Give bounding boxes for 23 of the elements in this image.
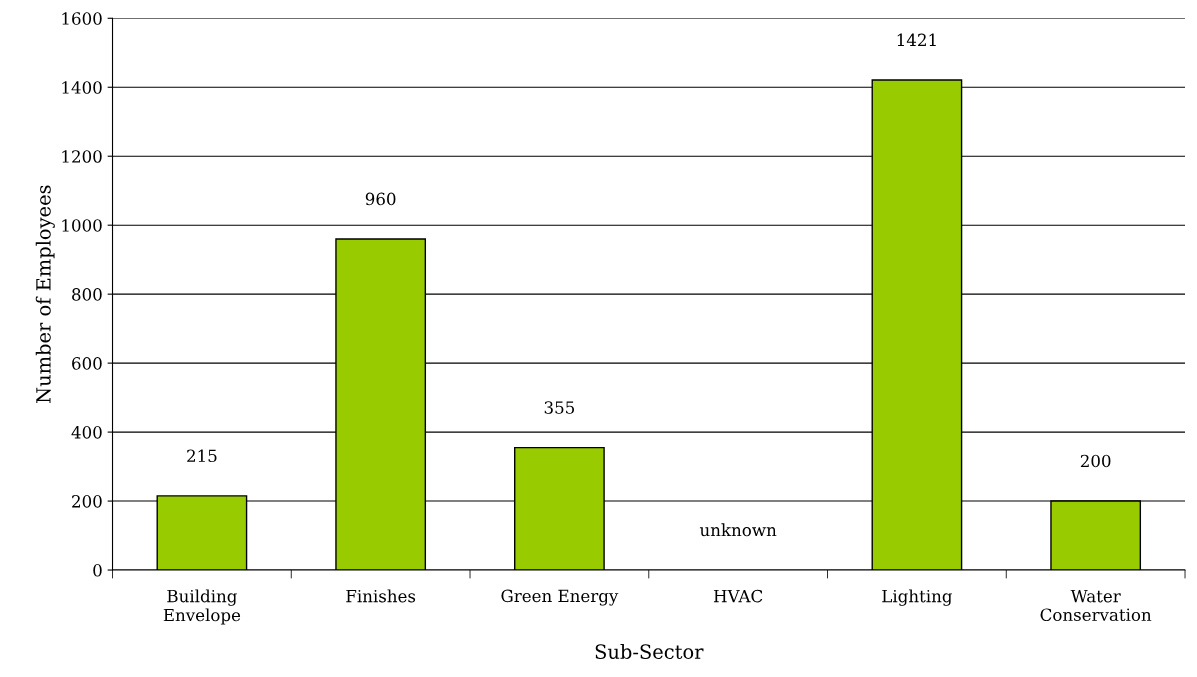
data-label: 1421 (897, 33, 936, 46)
y-axis-title: Number of Employees (35, 185, 55, 403)
data-label: 355 (544, 401, 575, 414)
y-tick-label: 400 (71, 426, 102, 439)
y-tick-label: 600 (72, 357, 102, 370)
y-tick-label: 200 (72, 495, 102, 508)
x-tick-label: Building Envelope (163, 589, 241, 625)
x-tick-label: Water Conservation (1040, 589, 1152, 622)
y-tick-label: 1600 (62, 12, 102, 25)
x-tick-label: Lighting (882, 589, 953, 606)
y-tick-label: 800 (72, 288, 102, 301)
data-label: 200 (1080, 454, 1111, 468)
data-label: 960 (365, 192, 396, 206)
x-tick-label: Finishes (346, 589, 416, 603)
x-tick-label: HVAC (713, 589, 763, 603)
y-tick-label: 1200 (62, 150, 102, 163)
y-tick-label: 0 (93, 564, 102, 577)
x-axis-title: Sub-Sector (595, 643, 704, 659)
text: unknown (699, 523, 777, 537)
y-tick-label: 1000 (62, 219, 102, 232)
y-tick-label: 1400 (62, 81, 102, 94)
data-label: 215 (187, 449, 217, 463)
x-tick-label: Green Energy (501, 589, 619, 606)
